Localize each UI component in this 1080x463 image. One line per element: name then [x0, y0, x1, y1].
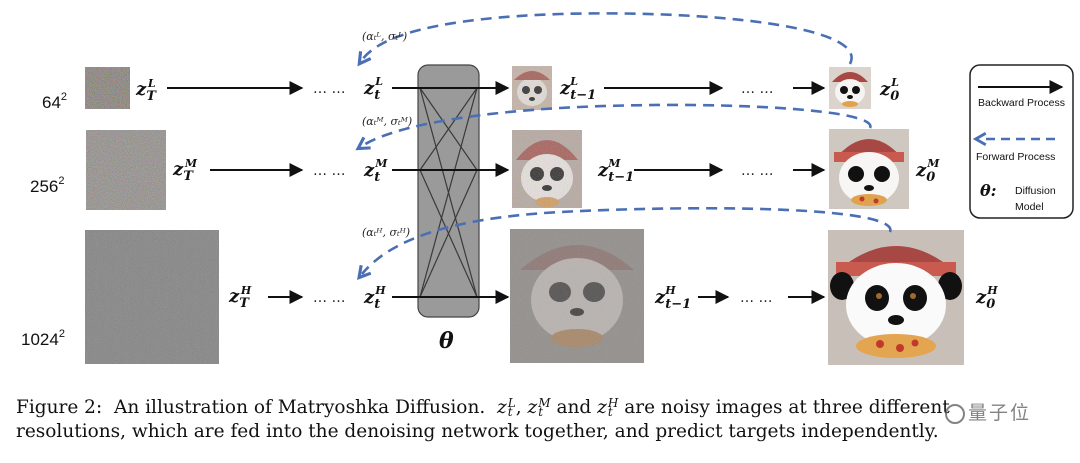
ellipsis: … …	[741, 81, 773, 97]
forward-arrow-low	[357, 12, 853, 67]
caption-zH: zH t	[597, 396, 619, 419]
noise-image-mid	[86, 130, 166, 210]
forward-params-mid: (αₜᴹ, σₜᴹ)	[362, 115, 412, 128]
watermark-logo-icon	[945, 403, 965, 424]
watermark: 量子位	[945, 398, 1031, 425]
network-theta-label: θ	[439, 328, 454, 354]
label-zT-high: zTH	[228, 284, 252, 311]
resolution-label-high: 10242	[21, 328, 65, 349]
caption-zM: zM t	[527, 396, 551, 419]
noise-image-low	[85, 67, 130, 109]
caption-prefix: Figure 2:	[16, 397, 103, 418]
label-zT-low: zTL	[135, 77, 157, 104]
caption-text3: resolutions, which are fed into the deno…	[16, 421, 939, 442]
noise-image-high	[85, 230, 219, 364]
caption-text1: An illustration of Matryoshka Diffusion.	[113, 397, 486, 418]
ellipsis: … …	[313, 163, 345, 179]
ellipsis: … …	[740, 290, 772, 306]
ellipsis: … …	[313, 81, 345, 97]
caption-zL: zL t	[497, 396, 516, 419]
label-zT-mid: zTM	[172, 157, 198, 184]
label-zt-low: ztL	[363, 75, 383, 103]
legend-forward-label: Forward Process	[976, 151, 1055, 163]
legend-model-line2: Model	[1015, 201, 1044, 213]
label-ztm1-high: zt−1H	[654, 284, 691, 312]
label-zt-high: ztH	[363, 284, 386, 312]
panda-clean-low	[829, 67, 871, 109]
legend-backward-label: Backward Process	[978, 97, 1065, 109]
caption-text2: are noisy images at three different	[624, 397, 950, 418]
ellipsis: … …	[313, 290, 345, 306]
label-z0-high: z0H	[975, 284, 998, 312]
resolution-label-mid: 2562	[30, 175, 65, 196]
panda-clean-high	[828, 230, 964, 365]
forward-arrow-mid	[355, 103, 872, 151]
panda-noisy-mid	[512, 130, 582, 208]
legend: Backward Process Forward Process θ: Diff…	[969, 64, 1074, 219]
label-z0-mid: z0M	[915, 157, 940, 185]
caption-comma: ,	[515, 397, 522, 418]
legend-model-line1: Diffusion	[1015, 185, 1056, 197]
panda-clean-mid	[829, 129, 909, 209]
denoising-network	[417, 64, 480, 318]
panda-noisy-low	[512, 66, 552, 110]
label-ztm1-mid: zt−1M	[597, 157, 634, 185]
panda-noisy-high	[510, 229, 644, 363]
legend-theta-symbol: θ:	[980, 181, 997, 200]
label-z0-low: z0L	[879, 76, 899, 104]
resolution-label-low: 642	[42, 91, 67, 112]
label-zt-mid: ztM	[363, 157, 388, 185]
forward-params-low: (αₜᴸ, σₜᴸ)	[362, 30, 407, 43]
forward-arrow-high	[357, 206, 892, 281]
forward-params-high: (αₜᴴ, σₜᴴ)	[362, 226, 410, 239]
caption-and: and	[556, 397, 592, 418]
matryoshka-diagram: 642 2562 10242 zTL zTM zTH … … … … … … z…	[21, 12, 1074, 365]
label-ztm1-low: zt−1L	[559, 75, 596, 103]
figure-caption: Figure 2: An illustration of Matryoshka …	[16, 396, 1072, 444]
ellipsis: … …	[741, 163, 773, 179]
